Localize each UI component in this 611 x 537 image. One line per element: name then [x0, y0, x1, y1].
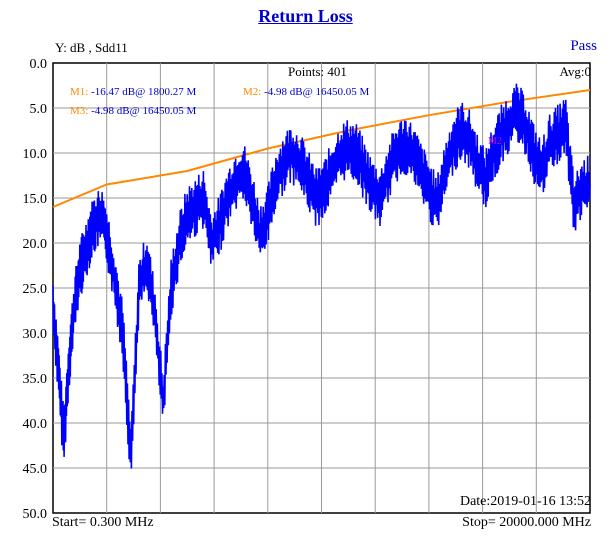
y-axis-label: Y: dB , Sdd11 — [55, 40, 128, 55]
y-tick-label: 5.0 — [30, 102, 48, 117]
y-tick-label: 25.0 — [23, 282, 48, 297]
y-tick-label: 45.0 — [23, 462, 48, 477]
stop-frequency: Stop= 20000.000 MHz — [462, 515, 591, 530]
date-stamp: Date:2019-01-16 13:52 — [459, 494, 591, 509]
marker-m3-value: -4.98 dB@ 16450.05 M — [88, 105, 197, 117]
marker-m3-tag: M3: — [70, 105, 89, 117]
y-tick-label: 30.0 — [23, 327, 48, 342]
limit-line — [52, 89, 591, 208]
marker-m1-readout: M1: -16.47 dB@ 1800.27 M — [70, 86, 196, 98]
avg-readout: Avg:0 — [559, 64, 591, 79]
marker-m3-readout: M3: -4.98 dB@ 16450.05 M — [70, 105, 196, 117]
points-readout: Points: 401 — [288, 64, 347, 79]
y-tick-label: 50.0 — [23, 507, 48, 522]
y-tick-label: 20.0 — [23, 237, 48, 252]
pass-status-label: Pass — [570, 38, 597, 54]
y-tick-label: 0.0 — [30, 57, 48, 72]
marker-m1-value: -16.47 dB@ 1800.27 M — [88, 86, 197, 98]
y-tick-label: 35.0 — [23, 372, 48, 387]
measurement-trace — [52, 83, 591, 469]
y-tick-label: 10.0 — [23, 147, 48, 162]
y-tick-labels: 0.0 5.0 10.0 15.0 20.0 25.0 30.0 35.0 40.0 45.0 50… — [23, 57, 48, 522]
start-frequency: Start= 0.300 MHz — [52, 515, 154, 530]
chart-title: Return Loss — [258, 6, 353, 26]
m2-plot-marker: M2 — [488, 136, 502, 147]
marker-m1-tag: M1: — [70, 86, 89, 98]
y-tick-label: 40.0 — [23, 417, 48, 432]
marker-m2-value: -4.98 dB@ 16450.05 M — [261, 86, 370, 98]
y-tick-label: 15.0 — [23, 192, 48, 207]
marker-m2-tag: M2: — [243, 86, 262, 98]
marker-m2-readout: M2: -4.98 dB@ 16450.05 M — [243, 86, 369, 98]
